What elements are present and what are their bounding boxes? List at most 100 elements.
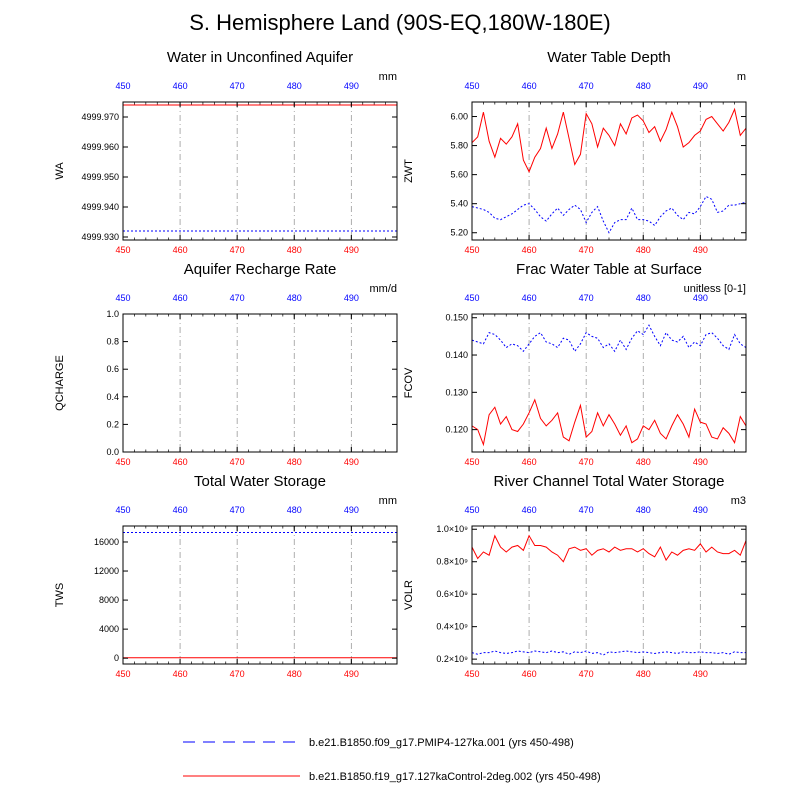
x-tick-label: 460 [522, 245, 537, 255]
x-tick-label-top: 470 [579, 293, 594, 303]
y-tick-label: 4999.940 [81, 202, 119, 212]
y-tick-label: 0.4 [106, 392, 119, 402]
x-tick-label-top: 450 [115, 505, 130, 515]
y-tick-label: 6.00 [450, 112, 468, 122]
x-tick-label-top: 480 [636, 293, 651, 303]
panel-wa: 450 450 460 460 470 470 480 480 490 490 4999.930 49… [54, 49, 398, 255]
x-tick-label-top: 480 [287, 81, 302, 91]
series-line-blue [471, 195, 747, 234]
x-tick-label: 460 [522, 669, 537, 679]
x-tick-label-top: 450 [464, 293, 479, 303]
x-tick-label: 470 [579, 245, 594, 255]
y-tick-label: 0.120 [445, 425, 468, 435]
x-tick-label-top: 460 [173, 505, 188, 515]
plot-frame [122, 313, 398, 453]
series-line-blue [471, 324, 747, 353]
x-tick-label-top: 450 [115, 81, 130, 91]
panel-zwt: 450 450 460 460 470 470 480 480 490 490 5.20 5.40 5.… [403, 49, 747, 255]
units-label: unitless [0-1] [684, 283, 746, 295]
y-tick-label: 8000 [99, 595, 119, 605]
y-tick-label: 0.150 [445, 313, 468, 323]
panel-volr: 450 450 460 460 470 470 480 480 490 490 0.2×10⁹ 0.4… [403, 473, 747, 679]
x-tick-label: 490 [344, 457, 359, 467]
y-axis-label: QCHARGE [54, 355, 66, 411]
y-tick-label: 1.0 [106, 309, 119, 319]
y-axis-label: TWS [54, 583, 66, 607]
y-tick-label: 4999.960 [81, 142, 119, 152]
series-line-red [471, 534, 747, 563]
y-tick-label: 5.60 [450, 170, 468, 180]
units-label: mm [379, 495, 397, 507]
x-tick-label: 470 [230, 669, 245, 679]
x-tick-label: 460 [173, 669, 188, 679]
y-tick-label: 5.80 [450, 141, 468, 151]
x-tick-label-top: 470 [230, 293, 245, 303]
panel-title: Aquifer Recharge Rate [184, 261, 337, 278]
x-tick-label-top: 490 [693, 81, 708, 91]
y-tick-label: 0.6 [106, 364, 119, 374]
y-axis-label: FCOV [403, 367, 415, 398]
x-tick-label-top: 490 [693, 505, 708, 515]
units-label: mm [379, 71, 397, 83]
y-tick-label: 0.2×10⁹ [436, 654, 468, 664]
units-label: m3 [731, 495, 746, 507]
x-tick-label: 460 [173, 245, 188, 255]
x-tick-label-top: 490 [344, 293, 359, 303]
x-tick-label-top: 450 [115, 293, 130, 303]
x-tick-label-top: 480 [287, 293, 302, 303]
x-tick-label: 460 [173, 457, 188, 467]
x-tick-label: 470 [579, 457, 594, 467]
y-axis-label: WA [54, 162, 66, 180]
x-tick-label-top: 460 [522, 293, 537, 303]
x-tick-label-top: 480 [636, 81, 651, 91]
y-tick-label: 0.0 [106, 447, 119, 457]
x-tick-label: 490 [344, 669, 359, 679]
panel-title: River Channel Total Water Storage [494, 473, 725, 490]
series-line-red [471, 398, 747, 447]
x-tick-label: 470 [230, 457, 245, 467]
x-tick-label-top: 460 [173, 293, 188, 303]
x-tick-label-top: 490 [344, 505, 359, 515]
x-tick-label-top: 460 [522, 81, 537, 91]
x-tick-label-top: 490 [344, 81, 359, 91]
y-tick-label: 0.130 [445, 387, 468, 397]
series-line-red [471, 107, 747, 173]
y-tick-label: 4999.930 [81, 232, 119, 242]
x-tick-label: 450 [115, 457, 130, 467]
plot-frame [122, 101, 398, 241]
x-tick-label: 490 [693, 457, 708, 467]
units-label: m [737, 71, 746, 83]
x-tick-label-top: 460 [522, 505, 537, 515]
y-tick-label: 0.2 [106, 419, 119, 429]
x-tick-label-top: 450 [464, 505, 479, 515]
x-tick-label-top: 480 [287, 505, 302, 515]
y-tick-label: 0.8 [106, 337, 119, 347]
x-tick-label: 460 [522, 457, 537, 467]
y-axis-label: ZWT [403, 159, 415, 183]
x-tick-label-top: 460 [173, 81, 188, 91]
x-tick-label-top: 470 [230, 81, 245, 91]
x-tick-label-top: 470 [579, 505, 594, 515]
x-tick-label: 480 [287, 457, 302, 467]
y-tick-label: 0.4×10⁹ [436, 622, 468, 632]
x-tick-label: 490 [693, 245, 708, 255]
y-tick-label: 1.0×10⁹ [436, 524, 468, 534]
panel-fcov: 450 450 460 460 470 470 480 480 490 490 0.120 0.130… [403, 261, 747, 467]
panel-title: Water in Unconfined Aquifer [167, 49, 353, 66]
y-tick-label: 0.140 [445, 350, 468, 360]
x-tick-label: 450 [115, 245, 130, 255]
y-tick-label: 4000 [99, 624, 119, 634]
x-tick-label: 480 [636, 457, 651, 467]
y-tick-label: 4999.950 [81, 172, 119, 182]
panel-title: Water Table Depth [547, 49, 670, 66]
x-tick-label: 480 [287, 245, 302, 255]
y-axis-label: VOLR [403, 580, 415, 610]
y-tick-label: 0.6×10⁹ [436, 589, 468, 599]
x-tick-label: 480 [636, 669, 651, 679]
y-tick-label: 0.8×10⁹ [436, 557, 468, 567]
x-tick-label-top: 470 [230, 505, 245, 515]
panel-qcharge: 450 450 460 460 470 470 480 480 490 490 0.0 0.2 0.4 0… [54, 261, 398, 467]
x-tick-label: 480 [287, 669, 302, 679]
plot-frame [122, 525, 398, 665]
